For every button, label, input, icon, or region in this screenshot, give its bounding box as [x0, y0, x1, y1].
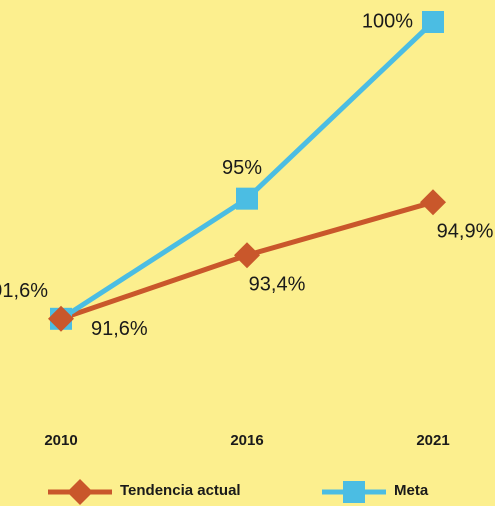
legend-label: Meta: [394, 482, 429, 499]
marker: [236, 187, 258, 210]
data-label: 94,9%: [437, 220, 494, 242]
marker: [420, 189, 446, 216]
legend-label: Tendencia actual: [120, 482, 241, 499]
x-tick-label: 2010: [44, 432, 77, 449]
legend-marker: [343, 481, 365, 503]
marker: [422, 11, 444, 33]
data-label: 91,6%: [0, 280, 48, 302]
marker: [48, 305, 74, 332]
data-label: 95%: [222, 157, 262, 179]
x-tick-label: 2016: [230, 432, 263, 449]
data-label: 100%: [362, 10, 413, 32]
data-label: 91,6%: [91, 318, 148, 340]
legend-marker: [67, 479, 93, 505]
data-label: 93,4%: [249, 273, 306, 295]
x-tick-label: 2021: [416, 432, 449, 449]
marker: [234, 242, 260, 269]
